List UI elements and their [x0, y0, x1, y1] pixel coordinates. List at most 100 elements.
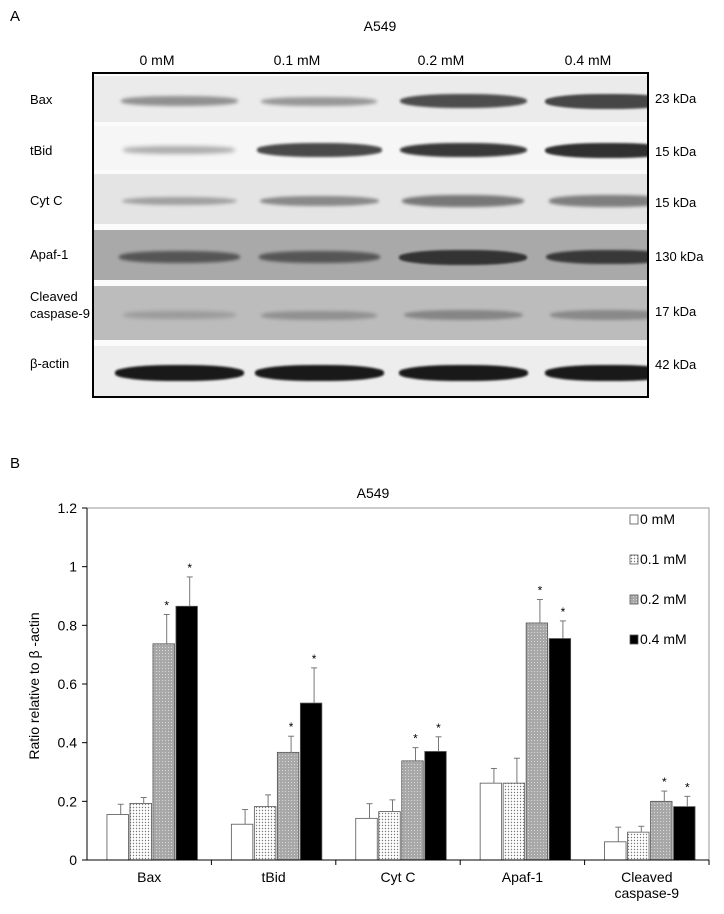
blot-band [122, 311, 236, 319]
molecular-weight-label: 130 kDa [655, 249, 704, 264]
significance-marker: * [561, 605, 566, 619]
y-tick-label: 0.8 [58, 617, 78, 633]
blot-strip [94, 76, 647, 122]
x-tick-label: Cyt C [381, 869, 416, 885]
blot-row-label: Cleaved caspase-9 [30, 289, 90, 321]
x-tick-label: Apaf-1 [502, 869, 543, 885]
legend-swatch [629, 554, 639, 565]
significance-marker: * [662, 775, 667, 789]
bar [378, 811, 401, 861]
blot-strip [94, 286, 647, 340]
blot-band [398, 365, 528, 381]
y-tick-label: 0.4 [58, 735, 78, 751]
blot-band [261, 96, 377, 106]
bar [129, 802, 152, 861]
blot-band [545, 249, 647, 265]
blot-band [256, 143, 382, 157]
y-tick-label: 0 [69, 852, 77, 868]
blot-band [399, 249, 527, 265]
x-tick-label: tBid [262, 869, 286, 885]
blot-band [258, 251, 380, 263]
blot-row-label: Bax [30, 92, 53, 107]
significance-marker: * [538, 584, 543, 598]
panel-a-letter: A [10, 8, 21, 25]
bar [152, 643, 175, 861]
blot-band [548, 195, 647, 207]
x-tick-label: Bax [137, 869, 161, 885]
x-tick-label-line: Cleaved [621, 869, 672, 885]
bar [627, 831, 650, 861]
y-tick-label: 1.2 [58, 500, 78, 516]
blot-band [261, 310, 377, 320]
molecular-weight-label: 15 kDa [655, 144, 697, 159]
blot-title: A549 [363, 18, 397, 34]
blot-band [118, 251, 240, 263]
bar [502, 782, 526, 861]
bar [253, 806, 277, 861]
blot-band [399, 142, 527, 158]
bar [604, 841, 627, 861]
molecular-weight-label: 42 kDa [655, 357, 697, 372]
molecular-weight-label: 23 kDa [655, 91, 697, 106]
bar [525, 622, 549, 861]
blot-band [545, 142, 647, 158]
legend-swatch [629, 514, 639, 525]
bar [548, 638, 572, 861]
bar [230, 823, 254, 861]
x-tick-label-line: Cyt C [381, 869, 416, 885]
panel-b-letter: B [10, 455, 21, 472]
legend-label: 0.2 mM [640, 591, 687, 607]
blot-band [545, 93, 647, 109]
x-tick-label-line: Apaf-1 [502, 869, 543, 885]
y-axis-label: Ratio relative to β -actin [26, 612, 42, 759]
x-tick-label-line: tBid [262, 869, 286, 885]
blot-band [114, 365, 244, 381]
concentration-label: 0.2 mM [417, 52, 465, 68]
blot-band [259, 195, 379, 207]
y-tick-label: 0.2 [58, 793, 78, 809]
bar [175, 605, 198, 861]
bar [650, 800, 673, 861]
blot-row-label: β-actin [30, 356, 70, 371]
significance-marker: * [685, 780, 690, 794]
blot-strip [94, 174, 647, 224]
blot-band [254, 365, 384, 381]
blot-band [544, 365, 647, 381]
blot-band [550, 310, 647, 320]
bar [299, 702, 323, 861]
bar [424, 751, 447, 861]
x-tick-label: Cleaved caspase-9 [615, 869, 680, 901]
concentration-label: 0 mM [139, 52, 175, 68]
chart-title: A549 [357, 485, 390, 501]
blot-band [399, 93, 527, 109]
blot-strip [94, 126, 647, 170]
blot-band [122, 146, 236, 154]
legend-label: 0 mM [640, 511, 675, 527]
bar [401, 760, 424, 861]
significance-marker: * [164, 598, 169, 612]
concentration-label: 0.4 mM [564, 52, 612, 68]
legend-label: 0.4 mM [640, 631, 687, 647]
bar [276, 751, 300, 861]
significance-marker: * [289, 720, 294, 734]
significance-marker: * [312, 652, 317, 666]
blot-strip [94, 346, 647, 396]
blot-row-label: tBid [30, 143, 53, 158]
blot-band [403, 309, 523, 321]
blot-row-label: Cyt C [30, 193, 63, 208]
bar [673, 806, 696, 861]
legend-label: 0.1 mM [640, 551, 687, 567]
significance-marker: * [436, 721, 441, 735]
significance-marker: * [413, 732, 418, 746]
bar [355, 817, 378, 861]
concentration-label: 0.1 mM [273, 52, 321, 68]
blot-band [402, 195, 524, 207]
western-blot-image [92, 72, 649, 398]
blot-band [120, 96, 238, 106]
x-tick-label-line: caspase-9 [615, 885, 680, 901]
bar [479, 782, 503, 861]
bar-chart: A549 Ratio relative to β -actin 0 0.2 0.4 0… [26, 485, 710, 901]
y-tick-label: 0.6 [58, 676, 78, 692]
legend-swatch [629, 594, 639, 605]
significance-marker: * [187, 561, 192, 575]
